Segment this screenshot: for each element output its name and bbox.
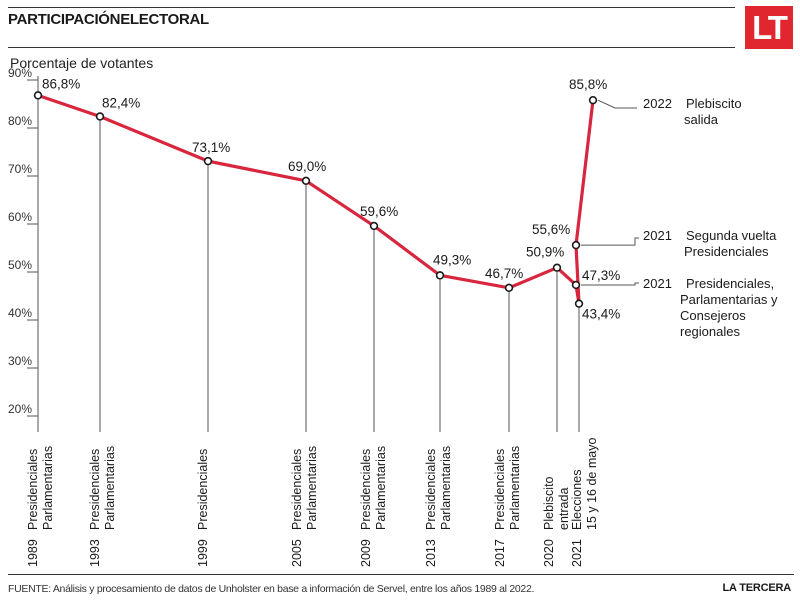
x-event-text: Presidenciales [424,449,438,530]
x-event-text: Presidenciales [290,449,304,530]
annotation-text: regionales [680,324,740,339]
x-event-text: Presidenciales [359,449,373,530]
x-event-text: Plebiscito [542,476,556,530]
x-event-year: 1999 [196,539,210,567]
x-event-label: 2005 Presidenciales Parlamentarias [290,446,319,567]
x-event-text: Presidenciales [26,449,40,530]
x-event-text: Presidenciales [196,449,210,530]
data-point [435,271,445,280]
data-point [95,112,105,121]
x-event-year: 1989 [26,539,40,567]
x-event-text: Parlamentarias [305,446,319,530]
source-note: FUENTE: Análisis y procesamiento de dato… [8,583,535,595]
x-event-label: 2020 Plebiscito entrada [542,476,571,567]
data-label: 73,1% [192,140,230,155]
data-point [571,240,581,250]
title-rule [8,47,735,48]
data-label: 46,7% [485,266,523,281]
data-label: 43,4% [582,307,620,322]
y-tick-label: 60% [8,210,32,224]
x-event-text: entrada [557,488,571,530]
x-event-label: 1989 Presidenciales Parlamentarias [26,446,55,567]
data-label: 82,4% [102,95,140,110]
data-point [588,95,598,105]
data-label: 86,8% [42,76,80,91]
x-event-year: 2005 [290,539,304,567]
data-point [301,176,311,186]
series-line [37,93,595,306]
x-event-label: 2013 Presidenciales Parlamentarias [424,446,453,567]
x-event-text: Presidenciales [493,449,507,530]
data-point [203,156,213,166]
x-event-text: Parlamentarias [103,446,117,530]
annotation-text: Consejeros [680,308,746,323]
data-point [504,283,514,293]
x-event-text: Parlamentarias [439,446,453,530]
data-point [369,221,379,231]
bottom-rule [8,574,794,575]
annotation-text: Plebiscito [686,96,742,111]
x-event-label: 2009 Presidenciales Parlamentarias [359,446,388,567]
x-event-year: 2013 [424,539,438,567]
x-event-text: Parlamentarias [508,446,522,530]
x-event-label: 1999 Presidenciales [196,449,210,567]
y-tick-label: 20% [8,402,32,416]
annotation-year: 2022 [643,96,672,111]
x-event-text: Elecciones [570,470,584,530]
brand-name: LA TERCERA [722,582,792,594]
top-rule [8,7,735,8]
data-label: 85,8% [569,77,607,92]
x-event-text: Parlamentarias [41,446,55,530]
y-tick-label: 80% [8,114,32,128]
data-label: 69,0% [288,159,326,174]
x-event-text: Presidenciales [88,449,102,530]
x-event-label: 2017 Presidenciales Parlamentarias [493,446,522,567]
y-tick-label: 30% [8,354,32,368]
x-event-label: 2021 Elecciones 15 y 16 de mayo [570,438,599,567]
annotation-text: salida [684,112,719,127]
data-point [574,299,584,308]
data-point [552,263,562,272]
data-label: 59,6% [360,204,398,219]
annotation-year: 2021 [643,276,672,291]
annotation-text: Parlamentarias y [680,292,778,307]
x-event-text: Parlamentarias [374,446,388,530]
data-label: 55,6% [532,222,570,237]
annotation-year: 2021 [643,228,672,243]
data-label: 47,3% [582,268,620,283]
annotation-leader [581,237,639,246]
x-event-year: 2020 [542,539,556,567]
annotation-leader [597,99,637,109]
annotation-leader [581,282,639,286]
chart-title: PARTICIPACIÓNELECTORAL [8,11,209,28]
data-point [33,91,43,100]
y-tick-label: 40% [8,306,32,320]
x-event-text: 15 y 16 de mayo [585,438,599,530]
annotation-text: Presidenciales [684,244,769,259]
y-tick-label: 70% [8,162,32,176]
y-axis-label: Porcentaje de votantes [10,55,154,71]
x-event-year: 2017 [493,539,507,567]
y-tick-label: 90% [8,66,32,80]
x-event-label: 1993 Presidenciales Parlamentarias [88,446,117,567]
y-tick-label: 50% [8,258,32,272]
annotation-text: Presidenciales, [686,276,774,291]
annotation-text: Segunda vuelta [686,228,777,243]
la-tercera-logo: LT [745,6,793,49]
data-label: 50,9% [526,245,564,260]
data-point [571,280,581,290]
data-label: 49,3% [433,252,471,267]
x-event-year: 1993 [88,539,102,567]
x-event-year: 2009 [359,539,373,567]
x-event-year: 2021 [570,539,584,567]
line-chart: 20% 30% 40% 50% 60% 70% 80% 90% 1989 Presidencial… [8,66,778,567]
